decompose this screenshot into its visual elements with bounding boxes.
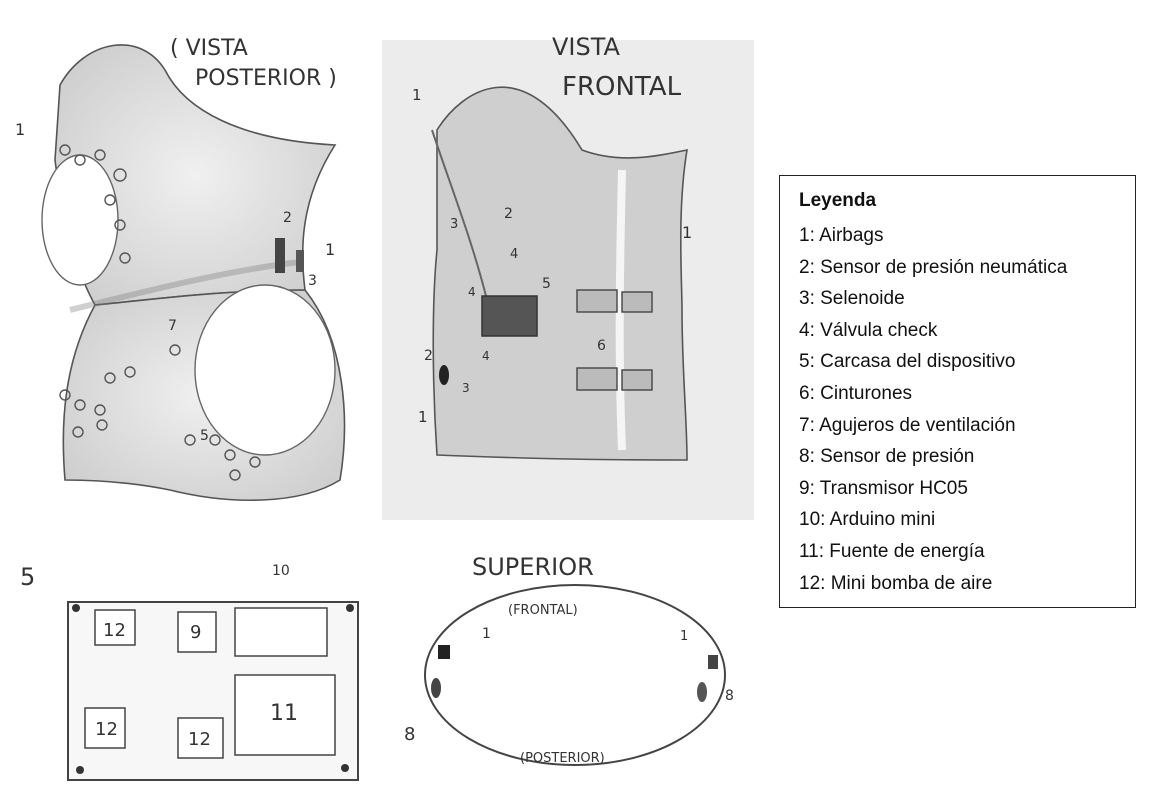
superior-label-1-left: 1: [482, 626, 491, 642]
arm-hole-top: [41, 154, 119, 286]
label-solenoid: 3: [308, 273, 317, 289]
posterior-title-line2: POSTERIOR ): [195, 66, 337, 91]
legend-item: 12: Mini bomba de aire: [799, 572, 993, 594]
frontal-view-drawing: VISTA FRONTAL 1 3 2 4 5 4 2 4 3 1 6 1: [382, 33, 754, 520]
superior-label-8-left: 8: [404, 724, 415, 745]
vest-back-outline: [54, 44, 337, 306]
arm-hole-bottom: [194, 284, 336, 456]
legend-item: 11: Fuente de energía: [799, 540, 985, 562]
label-sensor: 2: [283, 210, 292, 226]
transmitter: [177, 611, 217, 653]
power-source: [234, 674, 336, 756]
legend-item: 4: Válvula check: [799, 319, 938, 341]
superior-label-8-right: 8: [725, 688, 734, 704]
label-f2: 2: [504, 206, 513, 222]
device-housing: [481, 295, 538, 337]
label-f4c: 4: [482, 349, 490, 363]
posterior-view-drawing: ( VISTA POSTERIOR ) 1 2 1 3 7 5: [15, 36, 346, 502]
label-arduino: 10: [272, 563, 290, 579]
superior-front-label: (FRONTAL): [508, 603, 578, 618]
tube-line: [431, 129, 488, 301]
legend-item: 10: Arduino mini: [799, 509, 936, 531]
board-screws: [72, 604, 354, 774]
superior-view-drawing: SUPERIOR (FRONTAL) (POSTERIOR) 1 8 1 8: [404, 553, 734, 766]
legend-item: 6: Cinturones: [799, 382, 913, 404]
frontal-title-line2: FRONTAL: [562, 72, 682, 102]
posterior-title-line1: ( VISTA: [170, 36, 248, 61]
superior-label-1-right: 1: [680, 629, 688, 644]
torso-outline: [424, 584, 726, 766]
label-f4: 4: [510, 247, 518, 262]
legend-item: 5: Carcasa del dispositivo: [799, 351, 1016, 373]
label-f1-right: 1: [682, 223, 692, 242]
superior-title: SUPERIOR: [472, 553, 594, 581]
legend-item: 3: Selenoide: [799, 288, 905, 310]
device-housing-drawing: 5 10 12 9 12 12 11: [20, 563, 359, 781]
label-pump-1: 12: [103, 620, 126, 641]
label-f4b: 4: [468, 285, 476, 299]
label-airbag-right: 1: [325, 240, 335, 259]
sensor-left: [431, 678, 441, 698]
pump-3: [177, 717, 224, 759]
sensor-right: [697, 682, 707, 702]
label-f2b: 2: [424, 348, 433, 364]
airbag-left: [439, 365, 449, 385]
label-f3b: 3: [462, 381, 470, 395]
pump-1: [94, 609, 136, 646]
label-f3: 3: [450, 217, 458, 232]
legend-title: Leyenda: [799, 190, 877, 211]
legend-list: 1: Airbags 2: Sensor de presión neumátic…: [799, 220, 1067, 599]
legend-item: 2: Sensor de presión neumática: [799, 256, 1068, 278]
airbag-left-top: [438, 645, 450, 659]
arduino: [234, 607, 328, 657]
airbag-part: [296, 250, 304, 272]
legend-item: 1: Airbags: [799, 225, 884, 246]
label-pump-2: 12: [95, 719, 118, 740]
label-airbag-left: 1: [15, 120, 25, 139]
label-pump-3: 12: [188, 729, 211, 750]
legend-item: 7: Agujeros de ventilación: [799, 414, 1016, 436]
device-section-number: 5: [20, 563, 35, 591]
label-f1-top: 1: [412, 86, 422, 104]
legend-box: Leyenda 1: Airbags 2: Sensor de presión …: [779, 175, 1136, 608]
label-housing: 5: [200, 428, 209, 444]
ventilation-holes: [59, 144, 261, 481]
airbag-right-top: [708, 655, 718, 669]
label-f6: 6: [597, 338, 606, 354]
legend-item: 8: Sensor de presión: [799, 446, 975, 468]
solenoid-part: [275, 238, 285, 273]
belt-buckles: [576, 289, 653, 391]
belt-line: [69, 259, 301, 313]
label-holes: 7: [168, 318, 177, 334]
pump-2: [84, 707, 126, 749]
label-transmitter: 9: [190, 622, 201, 643]
legend-item: 9: Transmisor HC05: [799, 477, 968, 499]
frontal-title-line1: VISTA: [552, 33, 621, 61]
label-f1-bottom: 1: [418, 408, 428, 426]
label-f5: 5: [542, 276, 551, 292]
superior-back-label: (POSTERIOR): [520, 751, 605, 766]
label-power: 11: [270, 701, 298, 726]
strap-right: [615, 169, 626, 451]
